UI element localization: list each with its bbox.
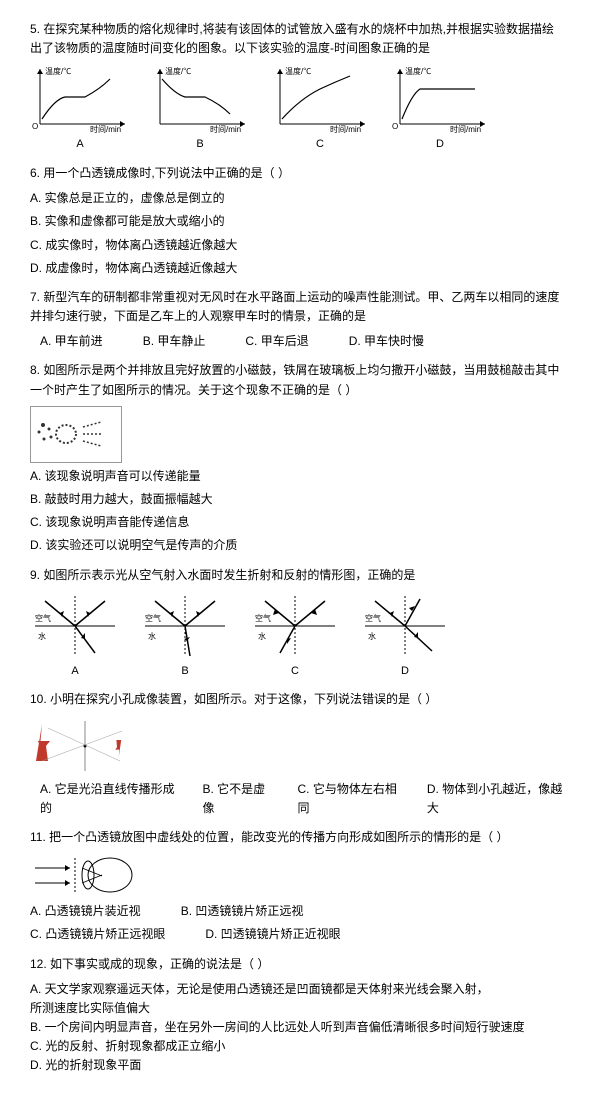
q5-text: 5. 在探究某种物质的熔化规律时,将装有该固体的试管放入盛有水的烧杯中加热,并根… bbox=[30, 20, 565, 58]
q12-text: 12. 如下事实或成的现象，正确的说法是（ ） bbox=[30, 955, 565, 974]
question-11: 11. 把一个凸透镜放图中虚线处的位置，能改变光的传播方向形成如图所示的情形的是… bbox=[30, 828, 565, 945]
q6-opt-d: D. 成虚像时，物体离凸透镜越近像越大 bbox=[30, 259, 237, 278]
q7-opt-a: A. 甲车前进 bbox=[40, 332, 103, 351]
refraction-c: 空气水 C bbox=[250, 591, 340, 681]
q8-opt-a: A. 该现象说明声音可以传递能量 bbox=[30, 467, 201, 486]
q5-charts: O温度/℃时间/min A 温度/℃时间/min B 温度/℃时间/min C … bbox=[30, 64, 565, 154]
question-6: 6. 用一个凸透镜成像时,下列说法中正确的是（ ） A. 实像总是正立的，虚像总… bbox=[30, 164, 565, 278]
q12-opt-a2: 所测速度比实际值偏大 bbox=[30, 999, 565, 1018]
q9-diagrams: 空气水 A 空气水 B 空气水 C 空气水 D bbox=[30, 591, 565, 681]
refraction-a: 空气水 A bbox=[30, 591, 120, 681]
question-5: 5. 在探究某种物质的熔化规律时,将装有该固体的试管放入盛有水的烧杯中加热,并根… bbox=[30, 20, 565, 154]
question-12: 12. 如下事实或成的现象，正确的说法是（ ） A. 天文学家观察遥远天体，无论… bbox=[30, 955, 565, 1076]
svg-text:水: 水 bbox=[368, 631, 376, 641]
svg-text:时间/min: 时间/min bbox=[450, 124, 481, 134]
chart-opt-d: O温度/℃时间/min D bbox=[390, 64, 490, 154]
svg-text:时间/min: 时间/min bbox=[90, 124, 121, 134]
question-8: 8. 如图所示是两个并排放且完好放置的小磁鼓，铁屑在玻璃板上均匀撒开小磁鼓，当用… bbox=[30, 361, 565, 555]
svg-text:O: O bbox=[392, 122, 398, 131]
q8-opt-d: D. 该实验还可以说明空气是传声的介质 bbox=[30, 536, 237, 555]
chart-opt-a: O温度/℃时间/min A bbox=[30, 64, 130, 154]
q10-opt-d: D. 物体到小孔越近，像越大 bbox=[427, 780, 565, 818]
q11-opt-a: A. 凸透镜镜片装近视 bbox=[30, 902, 141, 921]
q10-opt-b: B. 它不是虚像 bbox=[203, 780, 273, 818]
question-9: 9. 如图所示表示光从空气射入水面时发生折射和反射的情形图，正确的是 空气水 A… bbox=[30, 566, 565, 681]
chart-opt-b: 温度/℃时间/min B bbox=[150, 64, 250, 154]
q7-text: 7. 新型汽车的研制都非常重视对无风时在水平路面上运动的噪声性能测试。甲、乙两车… bbox=[30, 288, 565, 326]
svg-text:水: 水 bbox=[38, 631, 46, 641]
svg-text:水: 水 bbox=[258, 631, 266, 641]
q8-opt-c: C. 该现象说明声音能传递信息 bbox=[30, 513, 189, 532]
svg-text:温度/℃: 温度/℃ bbox=[165, 66, 191, 76]
q12-opt-b: B. 一个房间内明显声音，坐在另外一房间的人比远处人听到声音偏低清晰很多时间短行… bbox=[30, 1018, 565, 1037]
svg-text:水: 水 bbox=[148, 631, 156, 641]
q6-opt-a: A. 实像总是正立的，虚像总是倒立的 bbox=[30, 189, 225, 208]
q12-opt-c: C. 光的反射、折射现象都成正立缩小 bbox=[30, 1037, 565, 1056]
pinhole-figure bbox=[30, 716, 140, 776]
q8-opt-b: B. 敲鼓时用力越大，鼓面振幅越大 bbox=[30, 490, 213, 509]
question-7: 7. 新型汽车的研制都非常重视对无风时在水平路面上运动的噪声性能测试。甲、乙两车… bbox=[30, 288, 565, 352]
refraction-d: 空气水 D bbox=[360, 591, 450, 681]
svg-text:温度/℃: 温度/℃ bbox=[405, 66, 431, 76]
q10-opt-a: A. 它是光沿直线传播形成的 bbox=[40, 780, 178, 818]
svg-text:时间/min: 时间/min bbox=[210, 124, 241, 134]
q8-text: 8. 如图所示是两个并排放且完好放置的小磁鼓，铁屑在玻璃板上均匀撒开小磁鼓，当用… bbox=[30, 361, 565, 399]
q6-text: 6. 用一个凸透镜成像时,下列说法中正确的是（ ） bbox=[30, 164, 565, 183]
svg-text:空气: 空气 bbox=[365, 613, 381, 623]
svg-text:空气: 空气 bbox=[255, 613, 271, 623]
svg-text:时间/min: 时间/min bbox=[330, 124, 361, 134]
chart-opt-c: 温度/℃时间/min C bbox=[270, 64, 370, 154]
q11-opt-d: D. 凹透镜镜片矫正近视眼 bbox=[205, 925, 340, 944]
svg-text:温度/℃: 温度/℃ bbox=[45, 66, 71, 76]
svg-text:空气: 空气 bbox=[35, 613, 51, 623]
q10-opt-c: C. 它与物体左右相同 bbox=[298, 780, 402, 818]
q7-opt-c: C. 甲车后退 bbox=[245, 332, 308, 351]
q12-opt-d: D. 光的折射现象平面 bbox=[30, 1056, 565, 1075]
q11-text: 11. 把一个凸透镜放图中虚线处的位置，能改变光的传播方向形成如图所示的情形的是… bbox=[30, 828, 565, 847]
svg-text:空气: 空气 bbox=[145, 613, 161, 623]
q11-opt-c: C. 凸透镜镜片矫正远视眼 bbox=[30, 925, 165, 944]
q7-opt-d: D. 甲车快时慢 bbox=[349, 332, 424, 351]
q7-opt-b: B. 甲车静止 bbox=[143, 332, 206, 351]
q6-opt-b: B. 实像和虚像都可能是放大或缩小的 bbox=[30, 212, 225, 231]
drum-figure bbox=[30, 406, 122, 463]
q9-text: 9. 如图所示表示光从空气射入水面时发生折射和反射的情形图，正确的是 bbox=[30, 566, 565, 585]
q10-text: 10. 小明在探究小孔成像装置，如图所示。对于这像，下列说法错误的是（ ） bbox=[30, 690, 565, 709]
q12-opt-a: A. 天文学家观察遥远天体，无论是使用凸透镜还是凹面镜都是天体射来光线会聚入射， bbox=[30, 980, 565, 999]
q6-opt-c: C. 成实像时，物体离凸透镜越近像越大 bbox=[30, 236, 237, 255]
refraction-b: 空气水 B bbox=[140, 591, 230, 681]
question-10: 10. 小明在探究小孔成像装置，如图所示。对于这像，下列说法错误的是（ ） A.… bbox=[30, 690, 565, 818]
svg-text:O: O bbox=[32, 122, 38, 131]
eye-figure bbox=[30, 853, 140, 898]
q11-opt-b: B. 凹透镜镜片矫正远视 bbox=[181, 902, 304, 921]
svg-text:温度/℃: 温度/℃ bbox=[285, 66, 311, 76]
